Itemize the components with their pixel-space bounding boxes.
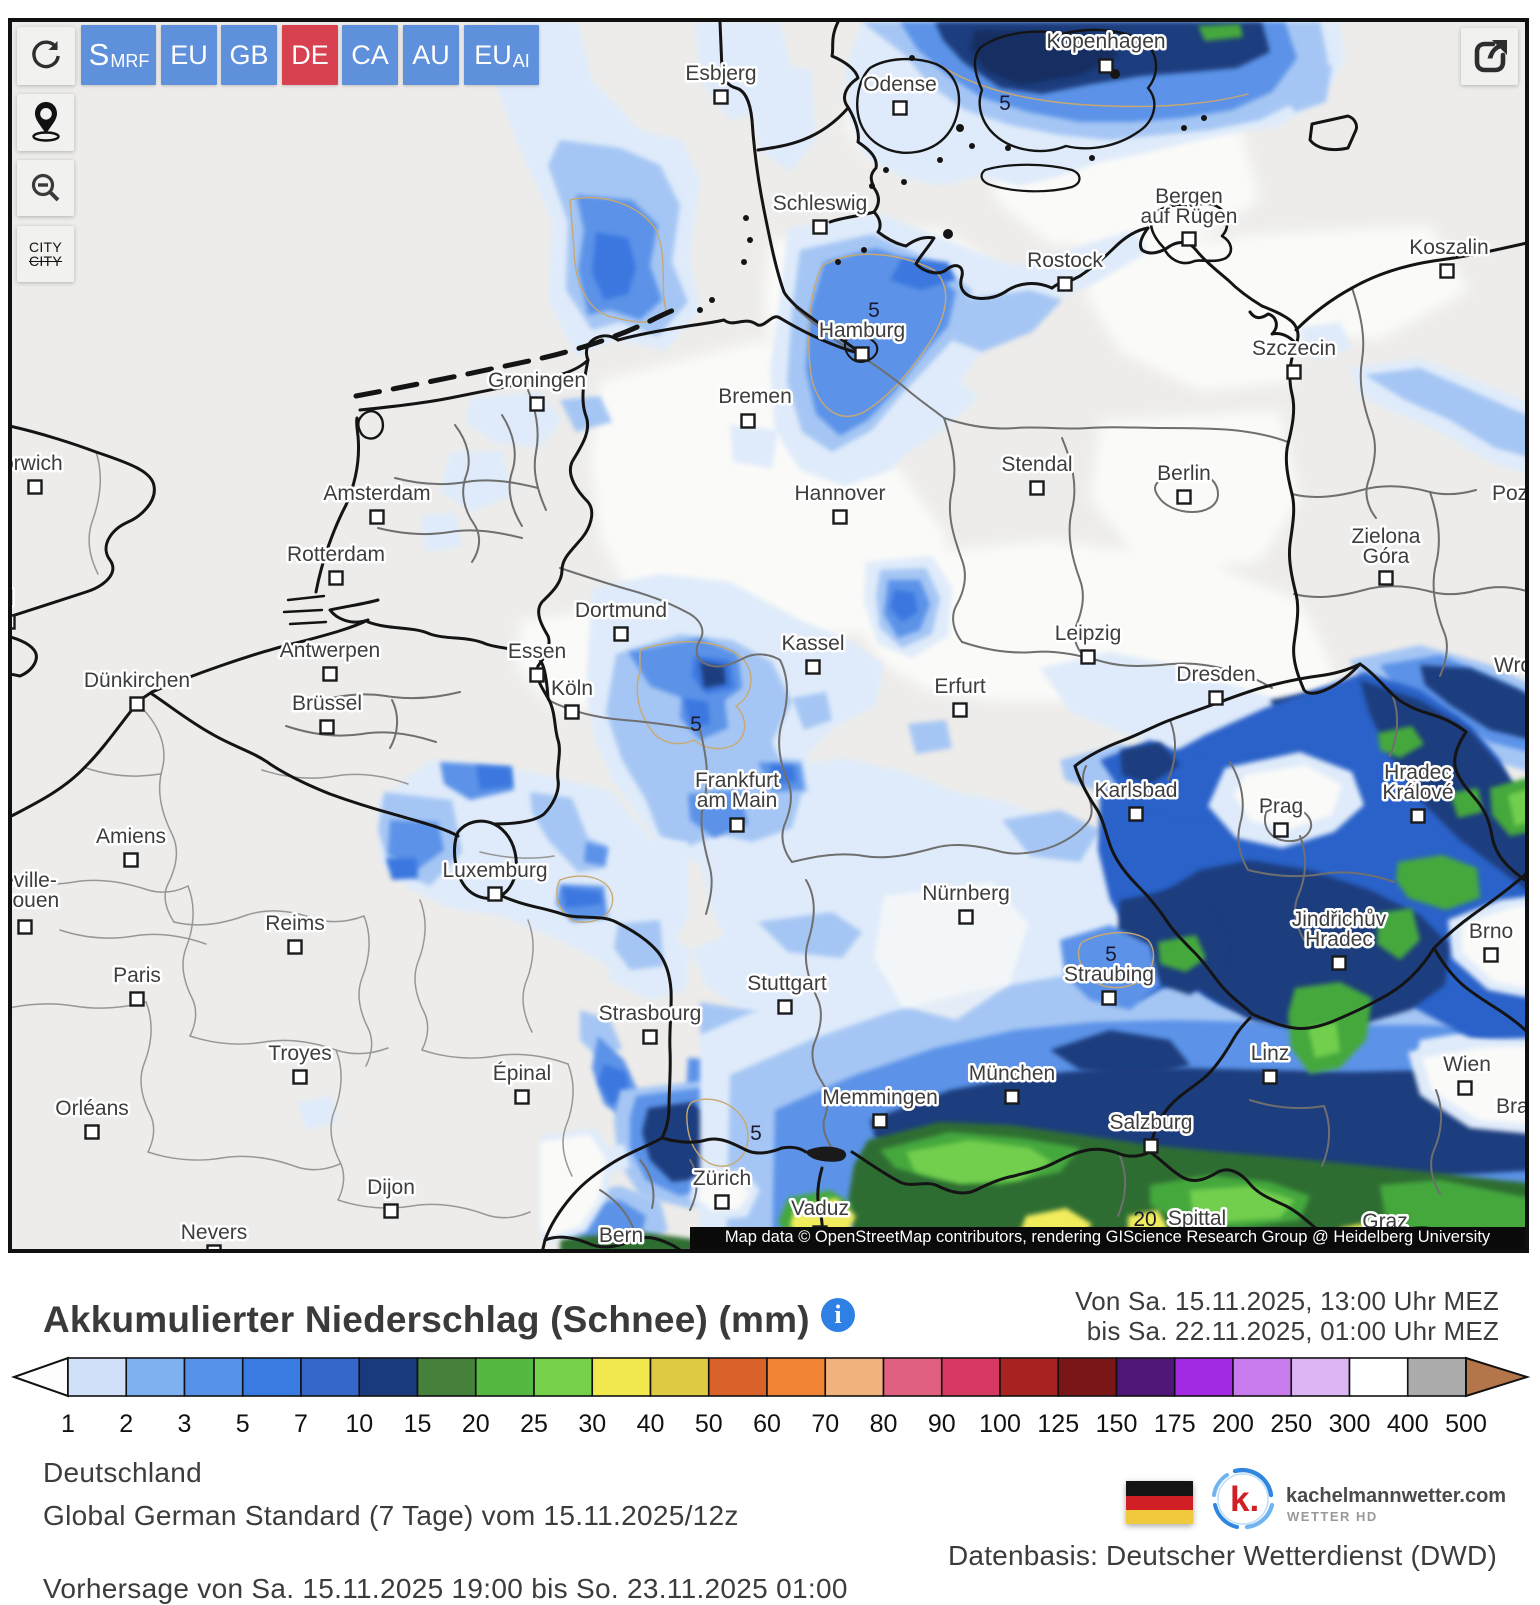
svg-text:500: 500 xyxy=(1445,1410,1487,1438)
svg-text:250: 250 xyxy=(1270,1410,1312,1438)
svg-text:Brüssel: Brüssel xyxy=(292,692,362,715)
svg-text:Strasbourg: Strasbourg xyxy=(599,1002,702,1025)
svg-text:Zielona: Zielona xyxy=(1352,525,1421,548)
svg-text:kouen: kouen xyxy=(8,889,59,912)
svg-text:Salzburg: Salzburg xyxy=(1110,1111,1193,1134)
svg-text:Bremen: Bremen xyxy=(718,385,792,408)
svg-text:Luxemburg: Luxemburg xyxy=(442,859,547,882)
svg-text:20: 20 xyxy=(462,1410,490,1438)
svg-text:300: 300 xyxy=(1329,1410,1371,1438)
svg-text:Karlsbad: Karlsbad xyxy=(1095,779,1178,802)
svg-text:Kassel: Kassel xyxy=(781,632,844,655)
svg-text:Zürich: Zürich xyxy=(693,1167,751,1190)
svg-text:60: 60 xyxy=(753,1410,781,1438)
svg-text:k.: k. xyxy=(1230,1480,1259,1519)
svg-text:Berlin: Berlin xyxy=(1157,462,1211,485)
svg-text:Nevers: Nevers xyxy=(181,1221,248,1244)
svg-text:30: 30 xyxy=(578,1410,606,1438)
svg-text:Esbjerg: Esbjerg xyxy=(685,62,756,85)
svg-text:3: 3 xyxy=(178,1410,192,1438)
svg-text:50: 50 xyxy=(695,1410,723,1438)
svg-text:5: 5 xyxy=(236,1410,250,1438)
svg-text:Hradec: Hradec xyxy=(1384,761,1452,784)
svg-text:5: 5 xyxy=(750,1122,762,1145)
svg-text:Memmingen: Memmingen xyxy=(822,1086,938,1109)
svg-text:125: 125 xyxy=(1037,1410,1079,1438)
svg-text:1: 1 xyxy=(61,1410,75,1438)
svg-text:d: d xyxy=(8,587,14,610)
svg-text:auf Rügen: auf Rügen xyxy=(1141,205,1238,228)
svg-text:Linz: Linz xyxy=(1251,1042,1290,1065)
svg-text:Dijon: Dijon xyxy=(367,1176,415,1199)
svg-text:5: 5 xyxy=(868,299,880,322)
svg-text:100: 100 xyxy=(979,1410,1021,1438)
svg-text:70: 70 xyxy=(811,1410,839,1438)
svg-text:am Main: am Main xyxy=(697,789,778,812)
svg-text:Nürnberg: Nürnberg xyxy=(922,882,1010,905)
svg-text:Rostock: Rostock xyxy=(1027,249,1103,272)
svg-text:Antwerpen: Antwerpen xyxy=(280,639,380,662)
svg-text:Rotterdam: Rotterdam xyxy=(287,543,385,566)
svg-text:Vaduz: Vaduz xyxy=(791,1197,849,1220)
svg-text:Stuttgart: Stuttgart xyxy=(747,972,827,995)
svg-text:90: 90 xyxy=(928,1410,956,1438)
svg-text:Frankfurt: Frankfurt xyxy=(695,769,779,792)
svg-text:Orléans: Orléans xyxy=(55,1097,129,1120)
svg-text:Kopenhagen: Kopenhagen xyxy=(1046,30,1165,53)
svg-text:175: 175 xyxy=(1154,1410,1196,1438)
svg-text:20: 20 xyxy=(1133,1208,1156,1231)
svg-text:Paris: Paris xyxy=(113,964,161,987)
svg-text:7: 7 xyxy=(294,1410,308,1438)
svg-text:Hamburg: Hamburg xyxy=(819,319,905,342)
svg-text:25: 25 xyxy=(520,1410,548,1438)
svg-text:Hradec: Hradec xyxy=(1305,928,1373,951)
svg-text:Épinal: Épinal xyxy=(493,1062,551,1085)
svg-text:Brat: Brat xyxy=(1496,1095,1529,1118)
svg-text:eville-: eville- xyxy=(8,869,57,892)
svg-text:Stendal: Stendal xyxy=(1001,453,1072,476)
svg-text:Erfurt: Erfurt xyxy=(934,675,986,698)
svg-text:15: 15 xyxy=(404,1410,432,1438)
svg-text:Dortmund: Dortmund xyxy=(575,599,667,622)
svg-text:Pozn: Pozn xyxy=(1492,482,1529,505)
svg-text:10: 10 xyxy=(345,1410,373,1438)
svg-text:Dünkirchen: Dünkirchen xyxy=(84,669,190,692)
svg-text:Králové: Králové xyxy=(1382,781,1453,804)
svg-text:Amsterdam: Amsterdam xyxy=(323,482,430,505)
svg-text:Schleswig: Schleswig xyxy=(773,192,868,215)
svg-text:Wro: Wro xyxy=(1494,654,1529,677)
svg-text:Jindřichův: Jindřichův xyxy=(1292,908,1387,931)
svg-text:Bern: Bern xyxy=(599,1224,643,1247)
svg-text:Reims: Reims xyxy=(265,912,325,935)
svg-text:40: 40 xyxy=(637,1410,665,1438)
svg-text:Szczecin: Szczecin xyxy=(1252,337,1336,360)
svg-text:80: 80 xyxy=(870,1410,898,1438)
svg-text:Góra: Góra xyxy=(1363,545,1410,568)
svg-text:Leipzig: Leipzig xyxy=(1055,622,1122,645)
svg-text:150: 150 xyxy=(1096,1410,1138,1438)
svg-text:2: 2 xyxy=(119,1410,133,1438)
svg-text:Amiens: Amiens xyxy=(96,825,166,848)
svg-text:5: 5 xyxy=(999,92,1011,115)
svg-text:5: 5 xyxy=(690,713,702,736)
svg-text:200: 200 xyxy=(1212,1410,1254,1438)
svg-text:orwich: orwich xyxy=(8,452,63,475)
svg-text:Essen: Essen xyxy=(508,640,566,663)
svg-text:Dresden: Dresden xyxy=(1176,663,1255,686)
svg-text:Koszalin: Koszalin xyxy=(1409,236,1488,259)
svg-text:Köln: Köln xyxy=(551,677,593,700)
svg-text:Straubing: Straubing xyxy=(1064,963,1154,986)
svg-text:Prag: Prag xyxy=(1259,795,1303,818)
svg-text:München: München xyxy=(969,1062,1055,1085)
svg-text:Groningen: Groningen xyxy=(488,369,586,392)
svg-text:400: 400 xyxy=(1387,1410,1429,1438)
svg-text:Odense: Odense xyxy=(863,73,937,96)
svg-text:Troyes: Troyes xyxy=(268,1042,331,1065)
svg-text:Hannover: Hannover xyxy=(794,482,885,505)
svg-text:Bergen: Bergen xyxy=(1155,185,1223,208)
svg-text:Wien: Wien xyxy=(1443,1053,1491,1076)
svg-text:Brno: Brno xyxy=(1469,920,1513,943)
svg-text:5: 5 xyxy=(1105,943,1117,966)
